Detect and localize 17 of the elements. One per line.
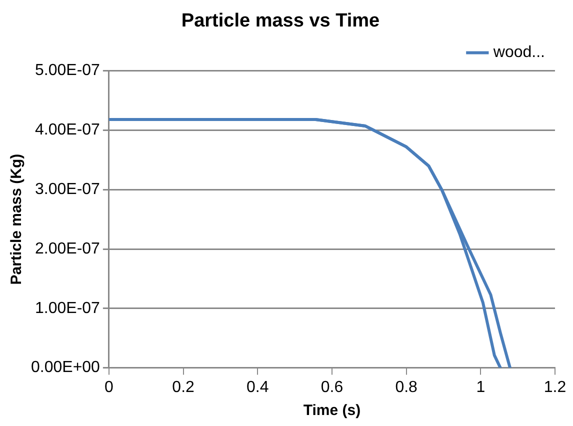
x-tick-label: 0 xyxy=(104,378,114,396)
x-tick-label: 0.2 xyxy=(172,378,195,396)
y-tick-label: 1.00E-07 xyxy=(35,300,100,317)
x-tick-label: 1.2 xyxy=(544,378,566,396)
legend-label: wood... xyxy=(492,44,546,62)
y-tick-label: 4.00E-07 xyxy=(35,122,100,139)
y-tick-label: 2.00E-07 xyxy=(35,240,100,258)
x-axis-title: Time (s) xyxy=(303,402,361,420)
chart-title: Particle mass vs Time xyxy=(181,10,380,32)
x-tick-label: 0.6 xyxy=(320,378,344,396)
y-tick-label: 5.00E-07 xyxy=(35,62,100,80)
x-tick-label: 1 xyxy=(476,378,486,396)
y-tick-label: 3.00E-07 xyxy=(35,181,100,198)
x-tick-label: 0.8 xyxy=(395,378,418,396)
x-tick-label: 0.4 xyxy=(246,378,269,396)
y-axis-title: Particle mass (Kg) xyxy=(8,154,26,285)
y-tick-label: 0.00E+00 xyxy=(31,359,100,376)
